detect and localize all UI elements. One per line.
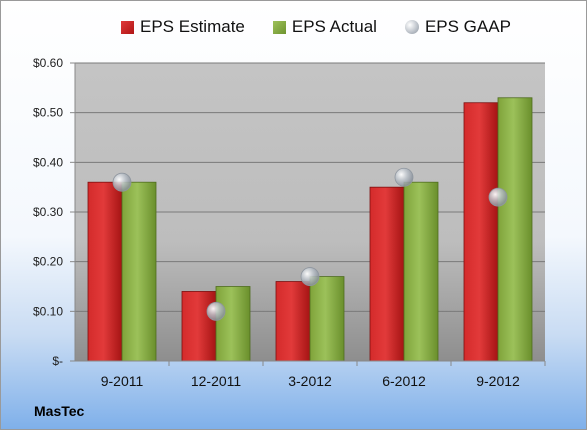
x-tick-label: 9-2012	[476, 373, 520, 389]
x-tick-label: 9-2011	[101, 373, 144, 389]
point-eps-gaap	[112, 172, 132, 192]
bar-eps-estimate	[463, 102, 499, 362]
axes: $- $0.10 $0.20 $0.30 $0.40 $0.50 $0.60 9-2011 12…	[33, 56, 546, 389]
estimate-swatch	[121, 20, 134, 34]
y-tick-label: $0.30	[33, 205, 63, 219]
y-tick-label: $0.10	[33, 304, 63, 318]
y-tick-label: $0.50	[33, 106, 63, 120]
x-tick-label: 12-2011	[191, 373, 242, 389]
x-tick-label: 6-2012	[382, 373, 426, 389]
legend-label-estimate: EPS Estimate	[140, 17, 245, 36]
bar-eps-estimate	[369, 186, 405, 362]
y-tick-label: $0.20	[33, 255, 63, 269]
bar-eps-estimate	[275, 281, 311, 362]
bar-eps-actual	[403, 181, 439, 362]
y-tick-label: $0.40	[33, 155, 63, 169]
actual-swatch	[272, 20, 286, 34]
gaap-points	[112, 167, 508, 321]
legend-item-gaap: EPS GAAP	[404, 17, 511, 37]
bar-eps-estimate	[181, 291, 217, 362]
bar-eps-actual	[497, 97, 533, 362]
bar-eps-actual	[215, 286, 251, 362]
point-eps-gaap	[206, 301, 226, 321]
legend-label-actual: EPS Actual	[291, 17, 377, 36]
legend-label-gaap: EPS GAAP	[424, 17, 511, 36]
bar-eps-estimate	[87, 181, 123, 362]
gaap-swatch	[404, 20, 419, 34]
point-eps-gaap	[300, 267, 320, 286]
bar-eps-actual	[309, 276, 345, 362]
bar-eps-actual	[121, 181, 157, 362]
bars	[87, 97, 533, 362]
point-eps-gaap	[488, 187, 508, 207]
company-name: MasTec	[34, 403, 85, 419]
legend-item-estimate: EPS Estimate	[121, 17, 245, 37]
x-tick-label: 3-2012	[288, 373, 332, 389]
y-tick-label: $0.60	[33, 56, 63, 70]
legend: EPS Estimate EPS Actual EPS GAAP	[121, 17, 511, 37]
legend-item-actual: EPS Actual	[272, 17, 377, 37]
point-eps-gaap	[394, 167, 414, 187]
y-tick-label: $-	[52, 354, 63, 368]
